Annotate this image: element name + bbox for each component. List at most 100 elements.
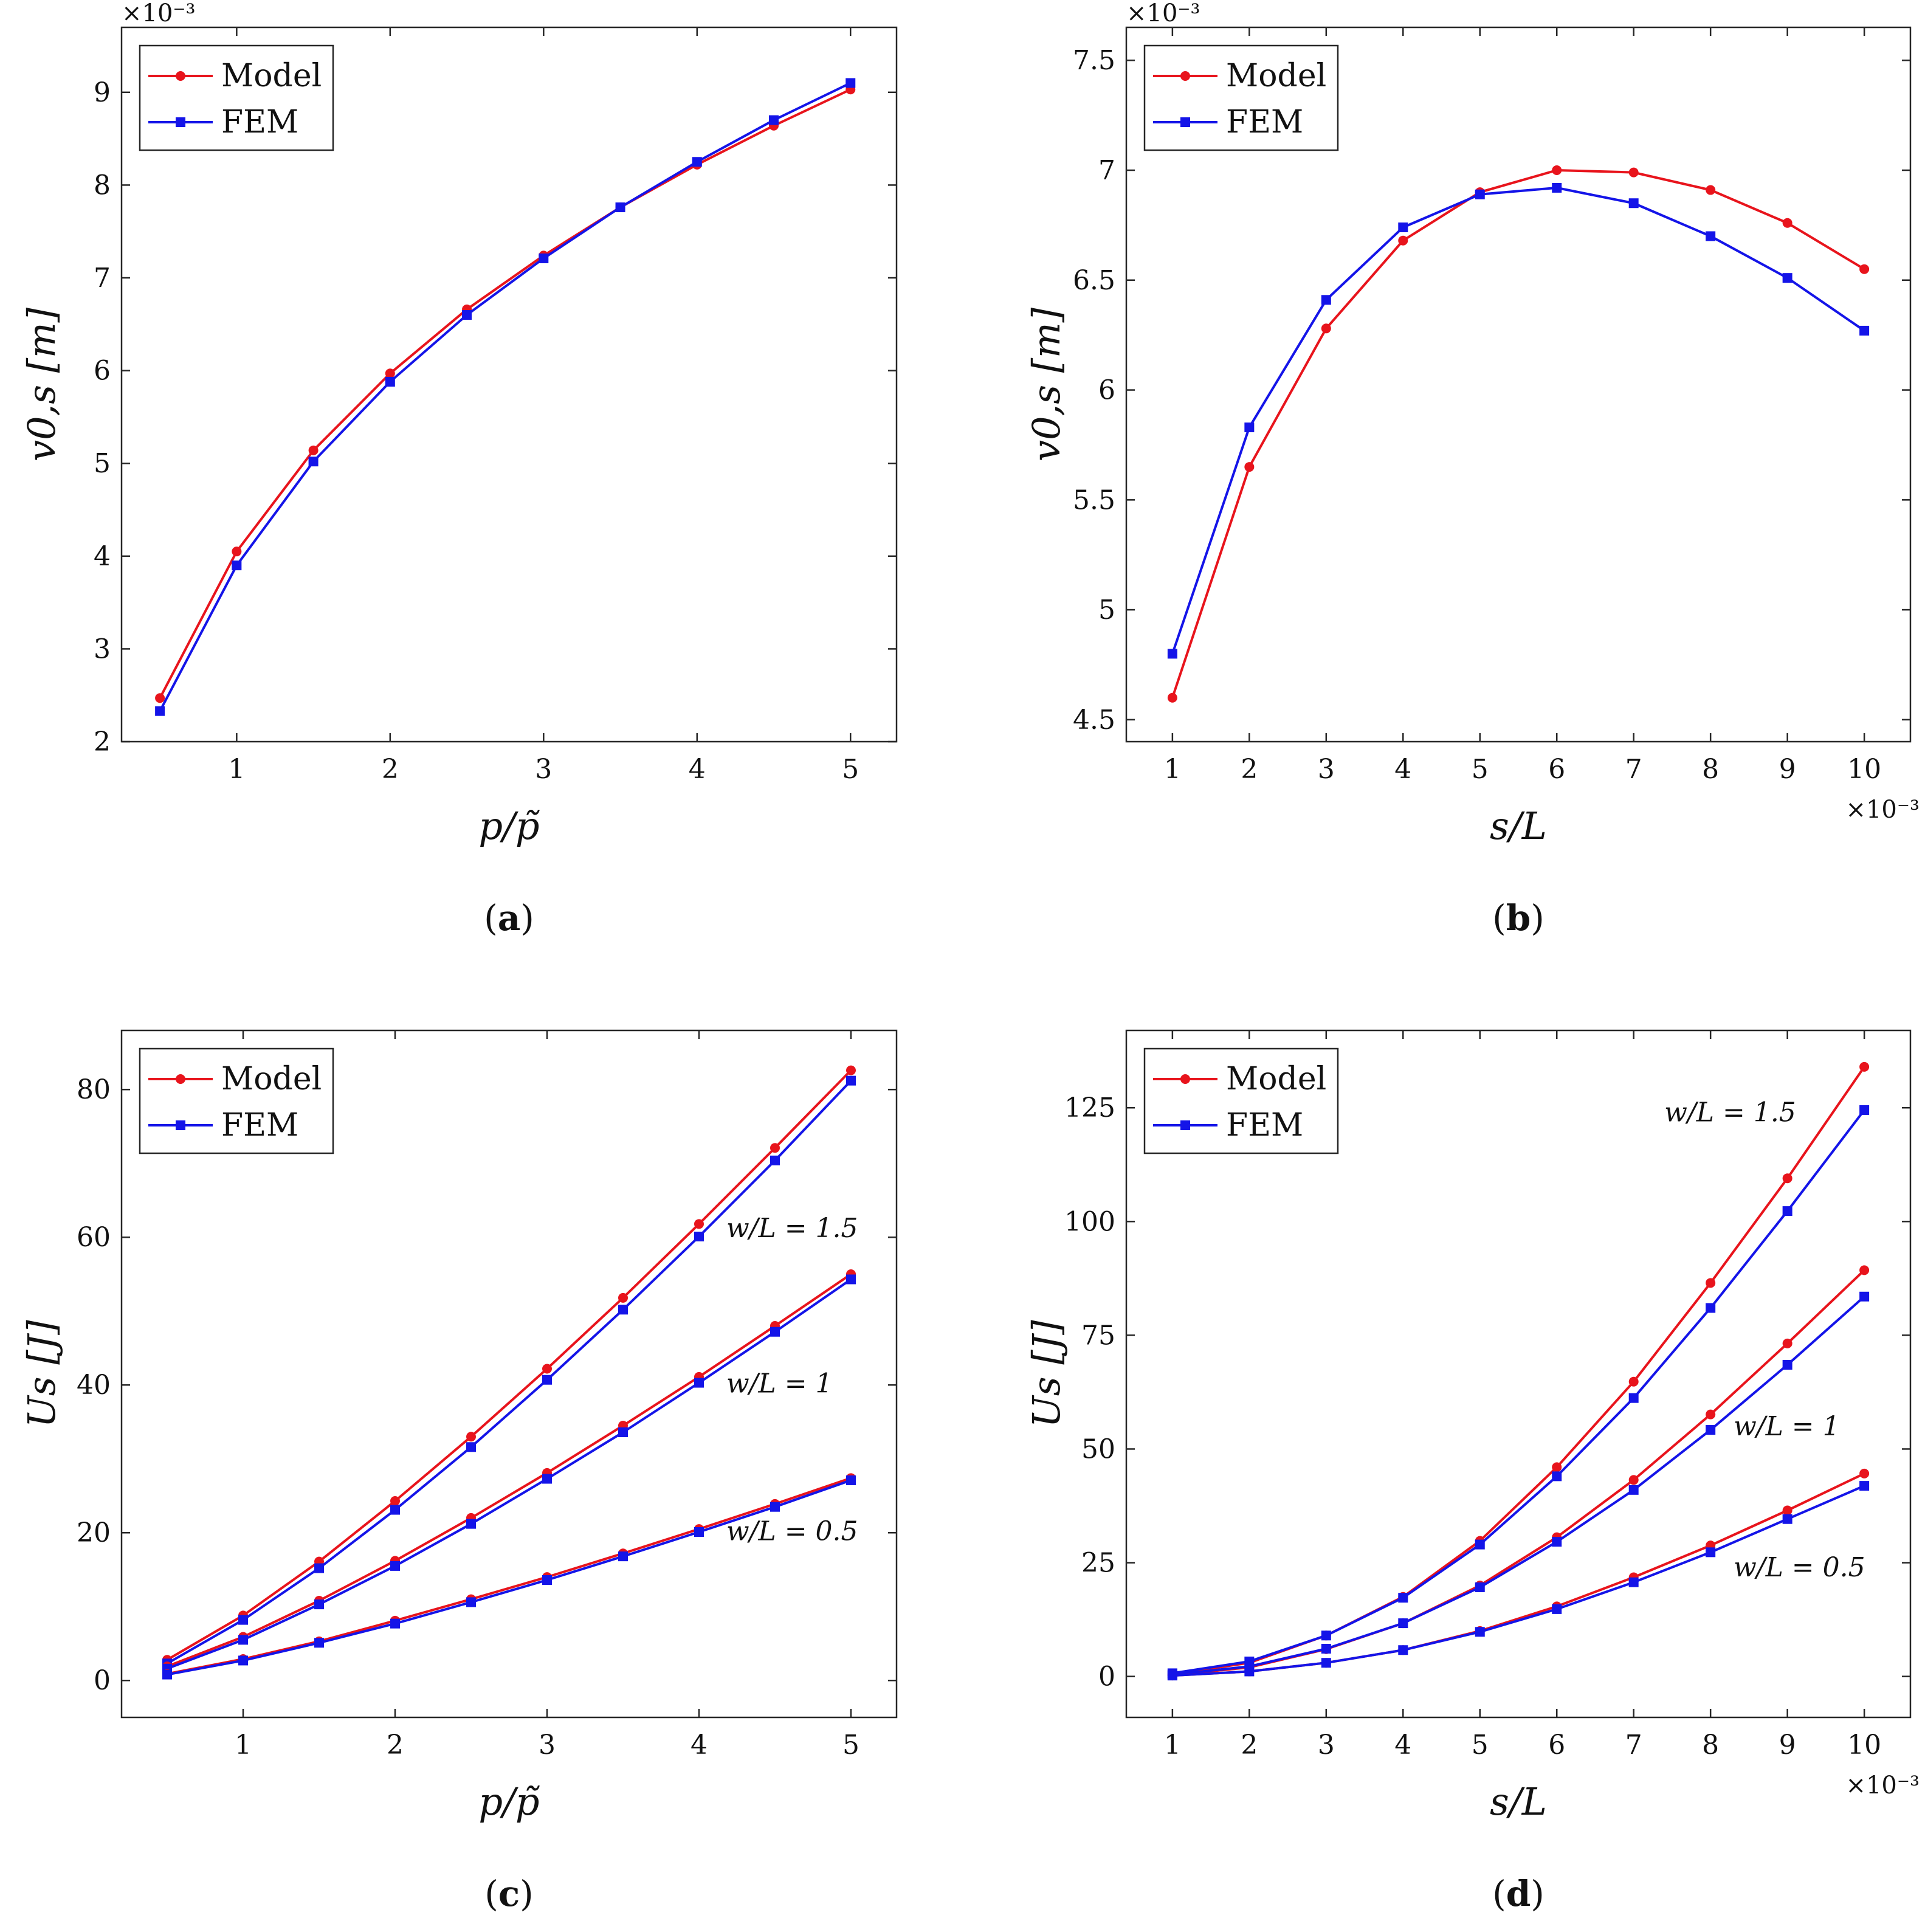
- x-tick-label: 5: [1472, 1730, 1489, 1761]
- x-multiplier: ×10⁻³: [1845, 796, 1920, 824]
- panel-label: (b): [1492, 897, 1544, 939]
- annotation: w/L = 1.5: [1664, 1097, 1796, 1128]
- data-point: [1321, 1630, 1331, 1641]
- x-tick-label: 2: [1241, 1730, 1258, 1761]
- data-point: [1244, 423, 1255, 432]
- data-point: [314, 1599, 324, 1610]
- data-point: [1859, 264, 1870, 274]
- data-point: [1628, 1577, 1639, 1587]
- legend-entry: FEM: [221, 1107, 298, 1144]
- data-point: [618, 1551, 628, 1562]
- series-line: [159, 88, 852, 699]
- y-tick-label: 2: [94, 726, 111, 757]
- data-point: [770, 1143, 780, 1153]
- data-point: [694, 1232, 704, 1241]
- data-point: [390, 1618, 400, 1629]
- data-point: [314, 1563, 324, 1573]
- data-point: [1244, 462, 1255, 472]
- y-tick-label: 7: [1098, 155, 1115, 186]
- data-point: [1552, 1462, 1562, 1472]
- y-tick-label: 5: [94, 448, 111, 479]
- data-point: [542, 1375, 552, 1385]
- series-line: [166, 1069, 852, 1661]
- data-point: [769, 115, 779, 125]
- x-tick-label: 7: [1625, 1730, 1642, 1761]
- y-tick-label: 6: [1098, 375, 1115, 406]
- legend-entry: Model: [1226, 1061, 1326, 1097]
- x-multiplier: ×10⁻³: [1845, 1772, 1920, 1799]
- series-line: [1172, 1109, 1865, 1675]
- data-point: [1398, 1645, 1408, 1655]
- chart-panel-b: 1 2 3 4 5 6 7 8 9 10 4.5 5 5.5 6 6.5 7 7.5 ×10⁻³ ×10⁻³ s/L v…: [1024, 0, 1920, 939]
- x-tick-label: 1: [1164, 754, 1181, 785]
- data-point: [232, 547, 242, 557]
- data-point: [466, 1442, 476, 1452]
- chart-panel-c: 1 2 3 4 5 0 20 40 60 80 p/p̃ Us [J] (c) w/L = 1.5 w/L …: [19, 1029, 898, 1914]
- data-point: [1859, 325, 1870, 336]
- y-tick-label: 60: [77, 1222, 111, 1253]
- x-tick-label: 6: [1548, 754, 1565, 785]
- data-point: [1782, 1505, 1792, 1516]
- x-tick-label: 3: [1318, 1730, 1335, 1761]
- x-tick-label: 10: [1847, 754, 1881, 785]
- x-tick-label: 9: [1779, 754, 1796, 785]
- annotation: w/L = 1: [726, 1368, 833, 1399]
- series-fem-w-l-1-5: [162, 1075, 856, 1669]
- y-axis-label: v0,s [m]: [19, 307, 64, 461]
- data-point: [1782, 1206, 1792, 1216]
- data-point: [1167, 692, 1177, 703]
- data-point: [385, 376, 395, 387]
- data-point: [1706, 1425, 1716, 1435]
- data-point: [542, 1364, 552, 1374]
- x-tick-label: 5: [1472, 754, 1489, 785]
- data-point: [308, 445, 319, 455]
- series-fem-w-l-1-5: [1167, 1105, 1870, 1678]
- legend-entry: Model: [1226, 58, 1326, 94]
- data-point: [1859, 1481, 1870, 1491]
- x-tick-label: 4: [689, 754, 706, 785]
- data-point: [390, 1496, 400, 1506]
- data-point: [155, 693, 165, 703]
- data-point: [162, 1669, 172, 1680]
- y-multiplier: ×10⁻³: [1126, 0, 1200, 27]
- legend-entry: FEM: [1226, 1107, 1303, 1144]
- data-point: [1706, 1409, 1716, 1420]
- data-point: [462, 310, 472, 320]
- data-point: [308, 457, 319, 467]
- data-point: [846, 1065, 856, 1075]
- data-point: [770, 1327, 780, 1337]
- legend: Model FEM: [139, 1047, 334, 1154]
- series-line: [1172, 1485, 1865, 1677]
- y-tick-label: 75: [1081, 1320, 1115, 1351]
- data-point: [1782, 218, 1792, 228]
- series-line: [167, 1477, 852, 1675]
- x-tick-label: 2: [1241, 754, 1258, 785]
- series-line: [167, 1278, 852, 1670]
- data-point: [1628, 1376, 1639, 1387]
- y-tick-label: 5: [1098, 595, 1115, 626]
- x-tick-label: 5: [842, 1730, 859, 1761]
- data-point: [694, 1527, 704, 1537]
- data-point: [1706, 1547, 1716, 1558]
- data-point: [1706, 1278, 1716, 1288]
- y-tick-label: 6: [94, 356, 111, 387]
- y-tick-label: 3: [94, 633, 111, 664]
- data-point: [846, 1475, 856, 1485]
- annotation: w/L = 1.5: [726, 1213, 858, 1244]
- x-tick-label: 1: [235, 1730, 252, 1761]
- data-point: [1167, 649, 1177, 659]
- data-point: [238, 1655, 248, 1666]
- y-tick-label: 40: [77, 1370, 111, 1401]
- legend-box: [1143, 1047, 1339, 1154]
- x-tick-label: 4: [1394, 754, 1411, 785]
- y-tick-label: 50: [1081, 1433, 1115, 1465]
- data-point: [1552, 1604, 1562, 1614]
- x-tick-label: 10: [1847, 1730, 1881, 1761]
- data-point: [1475, 189, 1485, 199]
- data-point: [238, 1615, 248, 1625]
- y-tick-label: 4: [94, 541, 111, 572]
- y-tick-label: 80: [77, 1074, 111, 1105]
- data-point: [1628, 1475, 1639, 1485]
- legend-entry: Model: [221, 1061, 322, 1097]
